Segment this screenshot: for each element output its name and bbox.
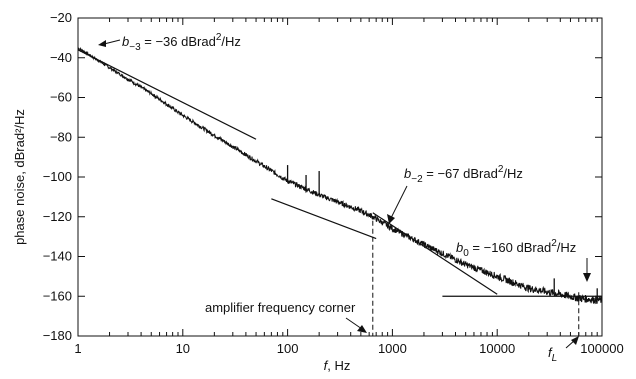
annotation-fL: fL <box>548 345 557 364</box>
x-axis-label: f, Hz <box>324 358 351 373</box>
y-tick-label: −180 <box>43 328 72 343</box>
y-tick-label: −60 <box>50 90 72 105</box>
x-tick-label: 10000 <box>479 341 515 356</box>
y-tick-label: −80 <box>50 129 72 144</box>
series-group <box>77 46 603 305</box>
plot-frame <box>77 17 603 337</box>
annotation-b-0-arrowhead <box>583 273 591 282</box>
x-ticks: 1 10 100 1000 10000 100000 <box>74 18 624 356</box>
annotation-b-minus-3-arrowhead <box>98 40 106 47</box>
annotation-corner-arrowhead <box>357 325 367 333</box>
y-tick-label: −100 <box>43 169 72 184</box>
annotation-fL-arrowhead <box>571 336 579 345</box>
annotation-b-minus-2-arrow <box>390 185 408 219</box>
annotation-b-minus-2: b−2 = −67 dBrad2/Hz <box>404 164 523 185</box>
y-ticks: −20 −40 −60 −80 −100 −120 −140 −160 −180 <box>43 10 602 343</box>
x-tick-label: 100 <box>277 341 299 356</box>
x-tick-label: 10 <box>176 341 190 356</box>
y-tick-label: −40 <box>50 50 72 65</box>
y-tick-label: −20 <box>50 10 72 25</box>
annotation-b-0: b0 = −160 dBrad2/Hz <box>456 238 576 259</box>
x-tick-label: 100000 <box>580 341 623 356</box>
annotation-b-minus-2-arrowhead <box>387 214 395 224</box>
y-axis-label: phase noise, dBrad²/Hz <box>12 109 27 245</box>
fit-line <box>77 49 257 140</box>
annotation-corner-arrow <box>345 317 363 330</box>
series-line <box>77 46 603 305</box>
y-tick-label: −140 <box>43 249 72 264</box>
markers <box>372 220 580 336</box>
annotation-b-minus-3: b−3 = −36 dBrad2/Hz <box>122 32 241 53</box>
x-tick-label: 1 <box>74 341 81 356</box>
fit-line <box>372 212 498 295</box>
y-tick-label: −120 <box>43 209 72 224</box>
x-tick-label: 1000 <box>378 341 407 356</box>
annotation-amplifier-corner: amplifier frequency corner <box>205 300 356 315</box>
y-tick-label: −160 <box>43 288 72 303</box>
fit-line <box>271 198 377 240</box>
fit-lines <box>77 49 602 297</box>
